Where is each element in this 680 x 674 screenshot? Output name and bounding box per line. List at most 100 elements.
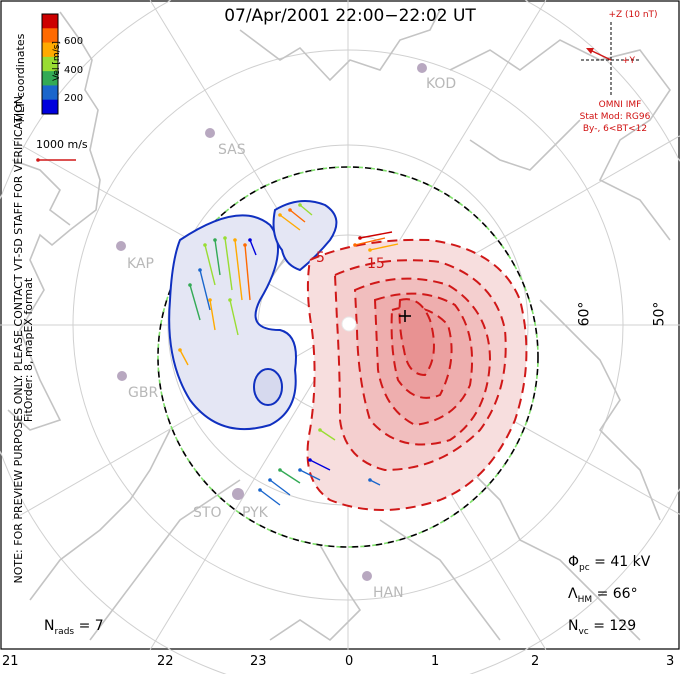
velocity-vector (279, 469, 301, 484)
imf-arrowhead (586, 48, 594, 54)
positive-potential-cell (306, 238, 528, 511)
velocity-vector-origin (288, 208, 292, 212)
velocity-vector-origin (268, 478, 272, 482)
colorbar-segment (42, 99, 58, 115)
mlt-tick-1: 1 (431, 654, 440, 669)
stat-lambda-symbol: Λ (568, 586, 578, 602)
velocity-vector (209, 299, 216, 331)
velocity-vector-origin (358, 236, 362, 240)
imf-vector (589, 49, 612, 61)
stat-nrads-sub: rads (54, 626, 75, 637)
velocity-vector-origin (278, 468, 282, 472)
velocity-vector (269, 479, 291, 496)
velocity-vector (359, 231, 393, 239)
station-kod: KOD (426, 76, 457, 92)
velocity-vector (354, 237, 386, 246)
velocity-vector (279, 214, 301, 231)
colorbar-label: Vel [m/s] (52, 41, 62, 81)
station-markers (116, 63, 427, 581)
velocity-vector-origin (228, 298, 232, 302)
imf-z-label: +Z (10 nT) (608, 10, 658, 20)
stat-nvc-sub: vc (578, 626, 589, 637)
velocity-colorbar (41, 13, 59, 115)
stat-phi-symbol: Φ (568, 554, 580, 570)
velocity-vector-origin (318, 428, 322, 432)
velocity-vector-origin (233, 238, 237, 242)
velocity-vector-origin (243, 243, 247, 247)
coordinate-label: MLT coordinates (14, 33, 27, 123)
velocity-vector (244, 244, 251, 301)
colorbar-segment (42, 71, 58, 86)
stat-phi-sub: pc (579, 562, 590, 573)
mlt-tick-3: 3 (666, 654, 675, 669)
stat-n-vc: Nvc = 129 (568, 618, 636, 637)
velocity-vector (189, 284, 201, 321)
velocity-vector-origin (178, 348, 182, 352)
velocity-vector-origin (188, 283, 192, 287)
station-sto: STO (193, 505, 222, 521)
stat-nvc-symbol: N (568, 618, 579, 634)
velocity-vector (229, 299, 239, 336)
velocity-vector-origin (368, 248, 372, 252)
imf-y-label: +Y (622, 56, 636, 66)
page-title: 07/Apr/2001 22:00−22:02 UT (224, 6, 476, 26)
colorbar-segment (42, 28, 58, 44)
velocity-vector (369, 479, 381, 486)
station-han: HAN (373, 585, 404, 601)
velocity-vector (319, 429, 336, 441)
velocity-vector (179, 349, 189, 366)
colorbar-segment (42, 85, 58, 101)
velocity-vector-origin (298, 203, 302, 207)
imf-source: OMNI IMF (598, 100, 642, 110)
velocity-vector (309, 459, 331, 471)
potential-max-marker (399, 310, 411, 322)
velocity-vector-origin (213, 238, 217, 242)
scale-vector-label: 1000 m/s (36, 138, 88, 151)
lat-label-50: 50° (651, 301, 668, 327)
velocity-vector-origin (203, 243, 207, 247)
contour-label-pos: 15 (367, 256, 385, 272)
velocity-vector-origin (278, 213, 282, 217)
velocity-vector-origin (208, 298, 212, 302)
station-kap: KAP (127, 256, 154, 272)
stat-lambda-hm: ΛHM = 66° (568, 586, 638, 605)
lat-label-60: 60° (576, 301, 593, 327)
velocity-vector (234, 239, 243, 301)
velocity-vector (369, 243, 399, 251)
velocity-vector-origin (223, 236, 227, 240)
velocity-vector-origin (353, 243, 357, 247)
colorbar-tick-400: 400 (64, 65, 84, 76)
mlt-tick-21: 21 (2, 654, 19, 669)
velocity-vector (249, 239, 257, 256)
stat-phi-pc: Φpc = 41 kV (568, 554, 650, 573)
imf-model: Stat Mod: RG96 (579, 112, 651, 122)
station-pyk: PYK (242, 505, 268, 521)
imf-condition: By-, 6<BT<12 (582, 124, 648, 134)
velocity-vector (224, 237, 233, 291)
pole-marker (341, 316, 357, 332)
stat-n-rads: Nrads = 7 (44, 618, 104, 637)
velocity-vector-origin (198, 268, 202, 272)
stat-lambda-sub: HM (577, 594, 593, 605)
mlt-tick-2: 2 (531, 654, 540, 669)
mlt-tick-23: 23 (250, 654, 267, 669)
velocity-vector (204, 244, 216, 286)
velocity-vector-origin (248, 238, 252, 242)
velocity-vector (214, 239, 221, 276)
velocity-vector (299, 469, 321, 481)
mlt-tick-22: 22 (157, 654, 174, 669)
stat-nrads-value: = 7 (78, 618, 104, 634)
velocity-vector (299, 204, 313, 216)
contour-label-neg: -5 (311, 250, 325, 266)
velocity-vector (289, 209, 306, 223)
velocity-vector (199, 269, 211, 311)
velocity-vector-origin (258, 488, 262, 492)
colorbar-segment (42, 14, 58, 29)
velocity-vector-origin (308, 458, 312, 462)
colorbar-tick-200: 200 (64, 93, 84, 104)
hmb-secondary-dash (157, 166, 539, 548)
stat-nvc-value: = 129 (593, 618, 637, 634)
velocity-vector-origin (368, 478, 372, 482)
station-gbr: GBR (128, 385, 159, 401)
